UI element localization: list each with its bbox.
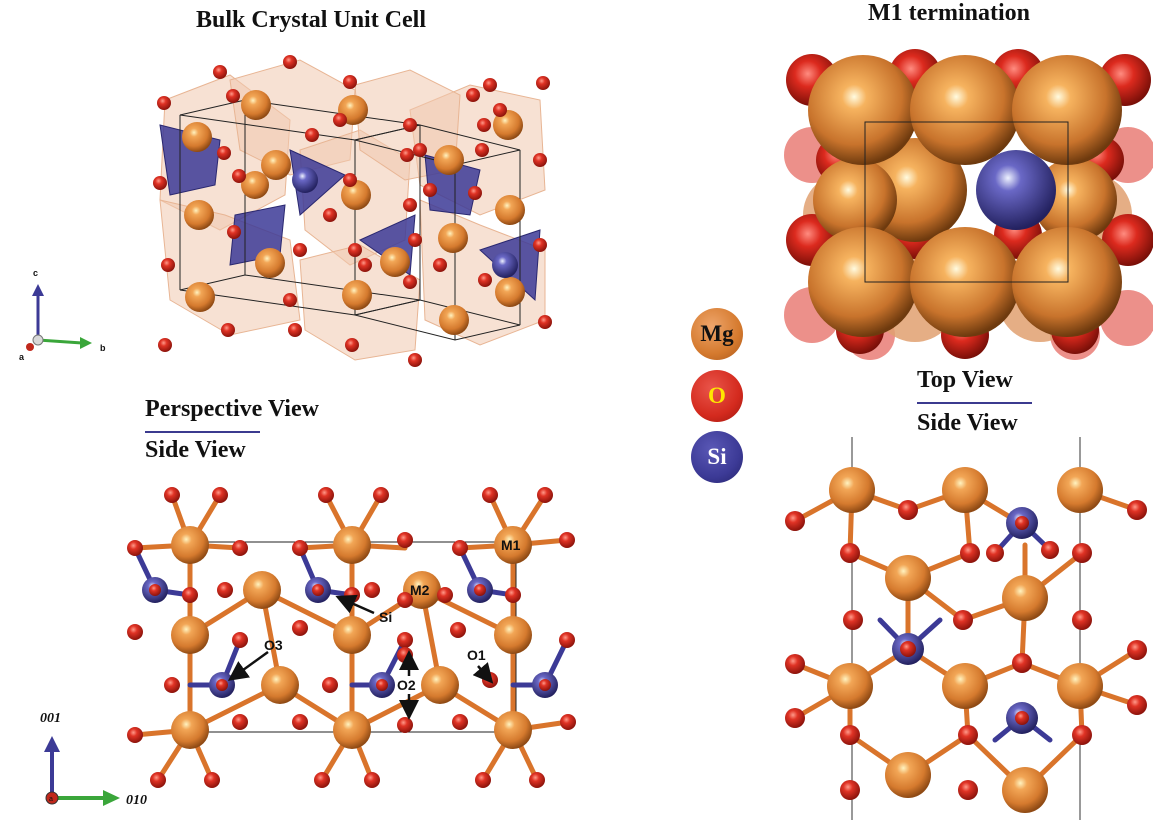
side-view-right-label: Side View <box>917 410 1018 436</box>
m1-top-view <box>784 49 1153 360</box>
legend-si: Si <box>691 431 743 483</box>
side-view-left: M1 M2 Si O3 O2 O1 <box>127 487 576 788</box>
site-label-o1: O1 <box>467 647 486 663</box>
m1-title: M1 termination <box>868 0 1030 26</box>
top-view-label: Top View <box>917 367 1013 393</box>
legend-mg-label: Mg <box>700 321 734 346</box>
axis-c-label: c <box>33 268 38 278</box>
site-label-o2: O2 <box>397 677 416 693</box>
legend-o-label: O <box>708 383 726 408</box>
legend-si-label: Si <box>707 444 727 469</box>
axis-origin-label: a <box>49 796 53 803</box>
axis-001-label: 001 <box>40 711 61 726</box>
axis-010-label: 010 <box>126 793 147 808</box>
o1-arrow <box>472 662 494 684</box>
side-view-right <box>785 437 1147 820</box>
site-label-m2: M2 <box>410 582 430 598</box>
legend-mg: Mg <box>691 308 743 360</box>
perspective-view-label: Perspective View <box>145 396 319 422</box>
legend-o: O <box>691 370 743 422</box>
site-label-m1: M1 <box>501 537 521 553</box>
side-view-left-label: Side View <box>145 437 246 463</box>
bulk-unit-cell <box>153 55 552 367</box>
site-label-o3: O3 <box>264 637 283 653</box>
bulk-axes-indicator: c b a <box>19 268 106 362</box>
right-divider <box>917 402 1032 404</box>
site-label-si: Si <box>379 609 392 625</box>
axis-b-label: b <box>100 343 106 353</box>
o3-arrow <box>227 650 269 681</box>
left-divider <box>145 431 260 433</box>
si-arrow <box>335 594 375 615</box>
side-axes-indicator: a 001 010 <box>40 711 147 808</box>
axis-a-label: a <box>19 352 25 362</box>
bulk-title: Bulk Crystal Unit Cell <box>196 7 427 33</box>
